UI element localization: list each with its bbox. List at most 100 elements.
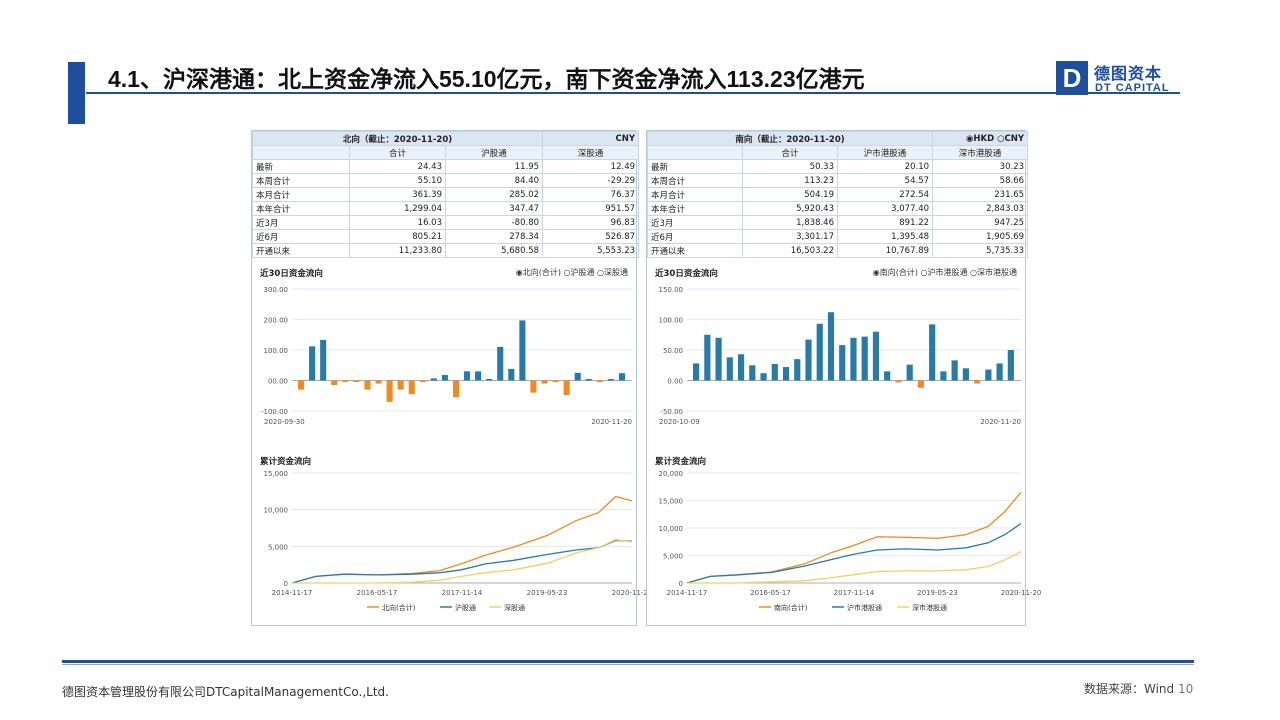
bar bbox=[794, 359, 801, 381]
table-cell: 2,843.03 bbox=[932, 201, 1029, 216]
table-cell: 1,838.46 bbox=[742, 215, 838, 230]
table-cell: 951.57 bbox=[542, 201, 640, 216]
table-row: 本年合计 5,920.43 3,077.40 2,843.03 bbox=[647, 201, 1029, 216]
south-currency-selector: ◉HKD ○CNY bbox=[932, 131, 1029, 146]
y-tick-label: 00.00 bbox=[268, 378, 288, 386]
table-cell: 5,553.23 bbox=[542, 243, 640, 258]
y-tick-label: 15,000 bbox=[659, 498, 684, 506]
legend-label: 沪股通 bbox=[455, 603, 476, 612]
bar bbox=[309, 346, 316, 381]
bar bbox=[464, 371, 471, 381]
table-cell: 361.39 bbox=[349, 187, 446, 202]
bar bbox=[816, 323, 823, 381]
bar bbox=[704, 334, 711, 381]
bar bbox=[782, 367, 790, 381]
y-tick-label: 10,000 bbox=[659, 525, 684, 533]
table-row: 近6月 3,301.17 1,395.48 1,905.69 bbox=[647, 229, 1029, 244]
bar bbox=[805, 339, 812, 381]
table-cell: 本周合计 bbox=[252, 173, 350, 188]
table-cell: 1,395.48 bbox=[836, 229, 934, 244]
table-cell: 本年合计 bbox=[647, 201, 743, 216]
bar bbox=[760, 373, 767, 381]
north-currency: CNY bbox=[542, 131, 640, 146]
bar bbox=[430, 378, 437, 381]
footer-company: 德图资本管理股份有限公司DTCapitalManagementCo.,Ltd. bbox=[62, 685, 389, 699]
bar bbox=[726, 357, 733, 381]
table-row: 本周合计 55.10 84.40 -29.29 bbox=[252, 173, 640, 188]
table-cell: 近6月 bbox=[647, 229, 743, 244]
bar bbox=[872, 331, 880, 381]
bar bbox=[475, 371, 482, 381]
table-cell: 947.25 bbox=[932, 215, 1029, 230]
table-cell: 3,077.40 bbox=[836, 201, 934, 216]
x-tick-label: 2014-11-17 bbox=[667, 589, 708, 597]
logo-text-cn: 德图资本 bbox=[1094, 64, 1163, 83]
bar bbox=[1007, 350, 1014, 381]
bar bbox=[508, 368, 515, 381]
table-cell: 805.21 bbox=[349, 229, 446, 244]
south-series-selector[interactable]: ◉南向(合计) ○沪市港股通 ○深市港股通 bbox=[872, 268, 1017, 277]
x-tick-label: 2020-11-20 bbox=[612, 589, 653, 597]
y-tick-label: 5,000 bbox=[663, 553, 683, 561]
x-tick-label: 2020-11-20 bbox=[1001, 589, 1042, 597]
table-cell: 5,735.33 bbox=[932, 243, 1029, 258]
bar bbox=[574, 372, 581, 381]
table-cell: 50.33 bbox=[742, 159, 838, 174]
table-cell: 231.65 bbox=[932, 187, 1029, 202]
bar bbox=[771, 364, 778, 381]
bar bbox=[342, 380, 349, 383]
bar bbox=[693, 363, 700, 381]
y-tick-label: 300.00 bbox=[264, 286, 289, 294]
bar bbox=[530, 380, 537, 393]
bar bbox=[906, 364, 913, 381]
table-cell: 76.37 bbox=[542, 187, 640, 202]
table-cell: 347.47 bbox=[444, 201, 544, 216]
table-cell: 278.34 bbox=[444, 229, 544, 244]
table-row: 本周合计 113.23 54.57 58.66 bbox=[647, 173, 1029, 188]
footer-source: 数据来源：Wind 10 bbox=[1084, 680, 1193, 697]
table-cell: 本年合计 bbox=[252, 201, 350, 216]
south-flow-chart: 150.00 100.00 50.00 0.00 -50.00 2020-10-09 202… bbox=[659, 286, 1021, 426]
bar bbox=[486, 378, 493, 381]
table-cell: 近3月 bbox=[647, 215, 743, 230]
x-tick-label: 2020-09-30 bbox=[264, 418, 305, 426]
bar bbox=[996, 363, 1003, 381]
bar bbox=[397, 380, 404, 390]
bar bbox=[749, 365, 756, 381]
bar bbox=[940, 371, 947, 381]
x-tick-label: 2020-11-20 bbox=[591, 418, 632, 426]
y-tick-label: -100.00 bbox=[261, 408, 288, 416]
table-cell: 84.40 bbox=[444, 173, 544, 188]
bar bbox=[585, 378, 592, 381]
x-tick-label: 2014-11-17 bbox=[272, 589, 313, 597]
y-tick-label: 150.00 bbox=[659, 286, 684, 294]
bar bbox=[951, 360, 958, 381]
table-cell: 本周合计 bbox=[647, 173, 743, 188]
bar bbox=[618, 373, 626, 381]
col-header: 合计 bbox=[349, 145, 446, 160]
table-cell: 最新 bbox=[647, 159, 743, 174]
y-tick-label: 0 bbox=[679, 580, 683, 588]
table-cell: 20.10 bbox=[836, 159, 934, 174]
bar bbox=[386, 380, 393, 402]
series-line bbox=[686, 523, 1022, 584]
series-line bbox=[292, 539, 633, 584]
y-tick-label: 20,000 bbox=[659, 470, 684, 478]
y-tick-label: 10,000 bbox=[264, 507, 289, 515]
table-cell bbox=[252, 145, 350, 160]
south-panel: 南向（截止：2020-11-20) ◉HKD ○CNY 合计 沪市港股通 深市港股通 … bbox=[646, 130, 1042, 626]
table-cell: 11.95 bbox=[444, 159, 544, 174]
table-row: 开通以来 11,233.80 5,680.58 5,553.23 bbox=[252, 243, 640, 258]
page-number: 10 bbox=[1178, 682, 1194, 696]
bar bbox=[861, 336, 868, 381]
table-cell: 54.57 bbox=[836, 173, 934, 188]
table-cell: 1,905.69 bbox=[932, 229, 1029, 244]
north-flow-title: 近30日资金流向 bbox=[260, 269, 323, 279]
bar bbox=[884, 371, 891, 381]
x-tick-label: 2017-11-14 bbox=[834, 589, 875, 597]
table-row: 近3月 16.03 -80.80 96.83 bbox=[252, 215, 640, 230]
x-tick-label: 2020-11-20 bbox=[980, 418, 1021, 426]
table-cell: 开通以来 bbox=[647, 243, 743, 258]
north-series-selector[interactable]: ◉北向(合计) ○沪股通 ○深股通 bbox=[515, 268, 628, 277]
